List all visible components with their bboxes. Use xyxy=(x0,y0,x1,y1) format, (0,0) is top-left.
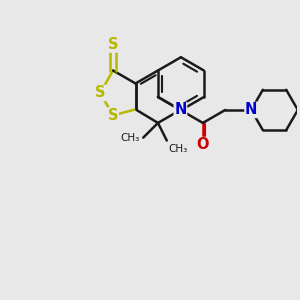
Text: CH₃: CH₃ xyxy=(168,144,188,154)
Text: N: N xyxy=(245,103,257,118)
Text: O: O xyxy=(196,137,209,152)
Text: S: S xyxy=(108,108,118,123)
Text: N: N xyxy=(174,103,187,118)
Text: CH₃: CH₃ xyxy=(121,133,140,142)
Text: S: S xyxy=(108,37,118,52)
Text: S: S xyxy=(95,85,105,100)
